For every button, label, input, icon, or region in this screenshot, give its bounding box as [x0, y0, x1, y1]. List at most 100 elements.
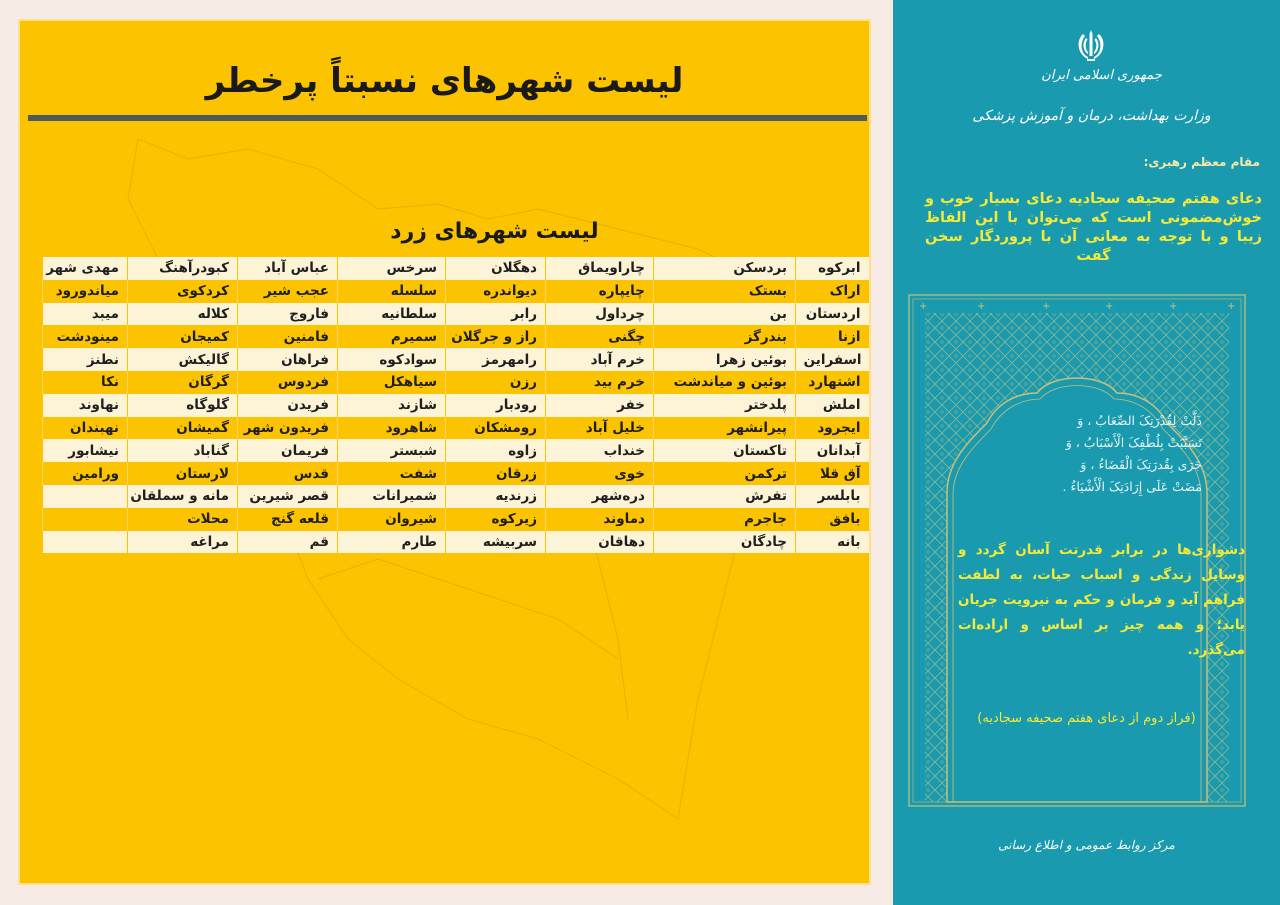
arabic-line: جَرَى بِقُدرَتِکَ الْقَضَاءُ ، وَ	[1080, 457, 1202, 472]
city-cell	[42, 484, 128, 508]
yellow-cities-heading: لیست شهرهای زرد	[390, 219, 599, 244]
city-cell: عجب شیر	[237, 279, 338, 303]
city-cell: ایجرود	[795, 416, 869, 440]
city-cell: بستک	[653, 279, 796, 303]
city-cell: تاکستان	[653, 439, 796, 463]
city-cell: اسفراین	[795, 348, 869, 371]
city-cell: فاروج	[237, 302, 338, 326]
leader-label: مقام معظم رهبری:	[1143, 155, 1260, 169]
city-cell: دهگلان	[445, 257, 546, 280]
city-cell: نکا	[42, 370, 128, 394]
city-cell: دهاقان	[545, 530, 654, 554]
city-cell: دیواندره	[445, 279, 546, 303]
city-cell: چایپاره	[545, 279, 654, 303]
city-cell: نهبندان	[42, 416, 128, 440]
city-cell: نطنز	[42, 348, 128, 371]
city-cell: گمیشان	[127, 416, 238, 440]
city-cell: چاراویماق	[545, 257, 654, 280]
city-cell: قم	[237, 530, 338, 554]
city-cell: قدس	[237, 462, 338, 485]
city-cell: مهدی شهر	[42, 257, 128, 280]
city-cell: شیروان	[337, 507, 446, 531]
city-cell: فراهان	[237, 348, 338, 371]
risk-cities-panel: لیست شهرهای نسبتاً پرخطر لیست شهرهای زرد…	[18, 19, 871, 885]
city-cell: بن	[653, 302, 796, 326]
city-cell: ترکمن	[653, 462, 796, 485]
city-cell: گلوگاه	[127, 393, 238, 417]
city-cell: مانه و سملقان	[127, 484, 238, 508]
city-cell: زرندیه	[445, 484, 546, 508]
city-cell: پلدختر	[653, 393, 796, 417]
republic-name: جمهوری اسلامی ایران	[1041, 68, 1162, 83]
city-cell: فامنین	[237, 325, 338, 349]
svg-text:+: +	[1227, 301, 1235, 312]
city-cell: خفر	[545, 393, 654, 417]
city-cell: سربیشه	[445, 530, 546, 554]
table-row: ازنا بندرگز چگنی راز و جرگلان سمیرم فامنین کمی…	[42, 325, 869, 349]
source-note: (فراز دوم از دعای هفتم صحیفه سجادیه)	[977, 711, 1196, 726]
city-cell	[42, 530, 128, 554]
city-cell: آبدانان	[795, 439, 869, 463]
table-row: بانه چادگان دهاقان سربیشه طارم قم مراغه	[42, 530, 869, 554]
city-cell: قصر شیرین	[237, 484, 338, 508]
city-cell: خوی	[545, 462, 654, 485]
city-cell: نهاوند	[42, 393, 128, 417]
table-row: بابلسر تفرش دره‌شهر زرندیه شمیرانات قصر شیرین…	[42, 484, 869, 508]
arabic-line: تَسَبَّبَتْ بِلُطْفِکَ الْأَسْبَابُ ، وَ	[1065, 435, 1202, 450]
table-row: اردستان بن چرداول رابر سلطانیه فاروج کلاله میبد	[42, 302, 869, 326]
city-cell: کلاله	[127, 302, 238, 326]
city-cell: دره‌شهر	[545, 484, 654, 508]
table-row: املش پلدختر خفر رودبار شازند فریدن گلوگاه نهاون…	[42, 393, 869, 417]
yellow-cities-table: ابرکوه بردسکن چاراویماق دهگلان سرخس عباس آباد…	[42, 257, 869, 554]
page-title: لیست شهرهای نسبتاً پرخطر	[205, 61, 685, 101]
title-divider	[28, 115, 867, 121]
city-cell: رامهرمز	[445, 348, 546, 371]
city-cell: محلات	[127, 507, 238, 531]
city-cell: بابلسر	[795, 484, 869, 508]
city-cell: چرداول	[545, 302, 654, 326]
city-cell: زاوه	[445, 439, 546, 463]
ornamental-arch-frame: + + + + + +	[908, 294, 1246, 807]
city-cell: خنداب	[545, 439, 654, 463]
table-row: اسفراین بوئین زهرا خرم آباد رامهرمز سوادکوه ف…	[42, 348, 869, 371]
city-cell: میاندورود	[42, 279, 128, 303]
city-cell: ورامین	[42, 462, 128, 485]
city-cell: املش	[795, 393, 869, 417]
city-cell: فردوس	[237, 370, 338, 394]
city-cell: مراغه	[127, 530, 238, 554]
city-cell: نیشابور	[42, 439, 128, 463]
city-cell: شاهرود	[337, 416, 446, 440]
intro-text: دعای هفتم صحیفه سجادیه دعای بسیار خوب و …	[925, 191, 1262, 264]
city-cell: میبد	[42, 302, 128, 326]
city-cell: شازند	[337, 393, 446, 417]
city-cell: بافق	[795, 507, 869, 531]
ministry-name: وزارت بهداشت، درمان و آموزش پزشکی	[972, 108, 1211, 124]
city-cell: سمیرم	[337, 325, 446, 349]
quote-panel: جمهوری اسلامی ایران وزارت بهداشت، درمان …	[893, 0, 1280, 905]
svg-text:+: +	[919, 301, 927, 312]
city-cell: پیرانشهر	[653, 416, 796, 440]
table-row: آق قلا ترکمن خوی زرقان شفت قدس لارستان ورامین	[42, 462, 869, 485]
city-cell: شفت	[337, 462, 446, 485]
city-cell: سلطانیه	[337, 302, 446, 326]
city-cell: زرقان	[445, 462, 546, 485]
city-cell: گرگان	[127, 370, 238, 394]
city-cell: راز و جرگلان	[445, 325, 546, 349]
city-cell	[42, 507, 128, 531]
table-row: اشتهارد بوئین و میاندشت خرم بید رزن سیاهکل فر…	[42, 370, 869, 394]
city-cell: ابرکوه	[795, 257, 869, 280]
city-cell: آق قلا	[795, 462, 869, 485]
city-cell: چادگان	[653, 530, 796, 554]
city-cell: گالیکش	[127, 348, 238, 371]
city-cell: فریدون شهر	[237, 416, 338, 440]
city-cell: قلعه گنج	[237, 507, 338, 531]
city-cell: طارم	[337, 530, 446, 554]
table-row: ایجرود پیرانشهر خلیل آباد رومشکان شاهرود فرید…	[42, 416, 869, 440]
svg-text:+: +	[977, 301, 985, 312]
city-cell: زیرکوه	[445, 507, 546, 531]
city-cell: بوئین و میاندشت	[653, 370, 796, 394]
city-cell: رابر	[445, 302, 546, 326]
city-cell: عباس آباد	[237, 257, 338, 280]
city-cell: خرم بید	[545, 370, 654, 394]
city-cell: اردستان	[795, 302, 869, 326]
